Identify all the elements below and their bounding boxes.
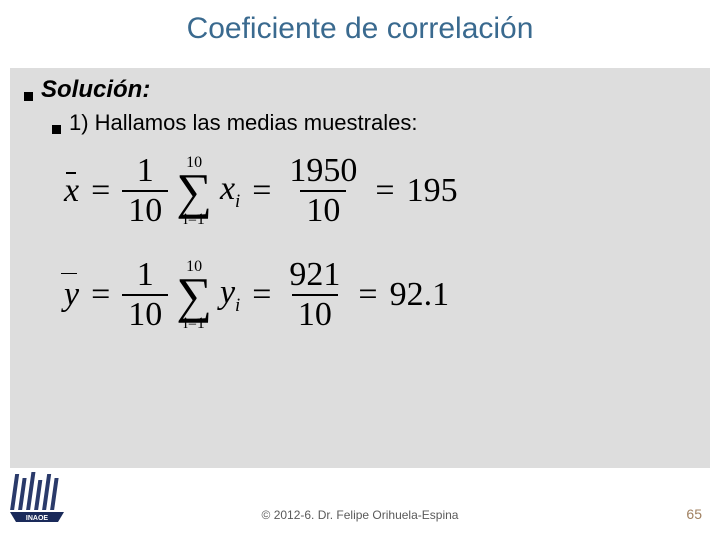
sigma-sum: 10 ∑ i=1 (176, 155, 212, 228)
fraction-1-over-n: 1 10 (122, 258, 168, 332)
step1-label: 1) Hallamos las medias muestrales: (69, 110, 417, 136)
denominator: 10 (122, 294, 168, 332)
equals-sign: = (354, 276, 381, 314)
equals-sign: = (248, 172, 275, 210)
equals-sign: = (248, 276, 275, 314)
page-title: Coeficiente de correlación (0, 12, 720, 46)
term-var: y (220, 274, 235, 311)
sigma-icon: ∑ (176, 169, 212, 214)
bullet-square-icon (52, 125, 61, 134)
sum-lower: i=1 (183, 212, 204, 228)
content-box: Solución: 1) Hallamos las medias muestra… (10, 68, 710, 468)
numerator: 1 (131, 258, 160, 294)
equals-sign: = (87, 172, 114, 210)
xbar-symbol: x (64, 172, 79, 210)
fraction-sum-over-n: 1950 10 (283, 154, 363, 228)
bullet-step1: 1) Hallamos las medias muestrales: (52, 110, 696, 136)
denominator: 10 (122, 190, 168, 228)
sigma-icon: ∑ (176, 273, 212, 318)
fraction-sum-over-n: 921 10 (283, 258, 346, 332)
term-sub: i (235, 294, 240, 315)
numerator: 1950 (283, 154, 363, 190)
equals-sign: = (371, 172, 398, 210)
result: 195 (407, 172, 458, 210)
numerator: 1 (131, 154, 160, 190)
solution-label: Solución: (41, 76, 150, 104)
sigma-sum: 10 ∑ i=1 (176, 259, 212, 332)
sum-lower: i=1 (183, 316, 204, 332)
denominator: 10 (300, 190, 346, 228)
term-var: x (220, 170, 235, 207)
bullet-solution: Solución: (24, 76, 696, 104)
equation-xbar: x = 1 10 10 ∑ i=1 xi = 1950 10 (64, 154, 696, 228)
denominator: 10 (292, 294, 338, 332)
sum-term: xi (220, 170, 240, 213)
equals-sign: = (87, 276, 114, 314)
numerator: 921 (283, 258, 346, 294)
sum-term: yi (220, 274, 240, 317)
slide: Coeficiente de correlación Solución: 1) … (0, 0, 720, 540)
page-number: 65 (686, 506, 702, 522)
equation-ybar: y = 1 10 10 ∑ i=1 yi = 921 10 (64, 258, 696, 332)
fraction-1-over-n: 1 10 (122, 154, 168, 228)
equations-block: x = 1 10 10 ∑ i=1 xi = 1950 10 (64, 154, 696, 332)
result: 92.1 (390, 276, 450, 314)
bullet-square-icon (24, 92, 33, 101)
copyright-text: © 2012-6. Dr. Felipe Orihuela-Espina (0, 508, 720, 522)
ybar-symbol: y (64, 276, 79, 314)
term-sub: i (235, 190, 240, 211)
